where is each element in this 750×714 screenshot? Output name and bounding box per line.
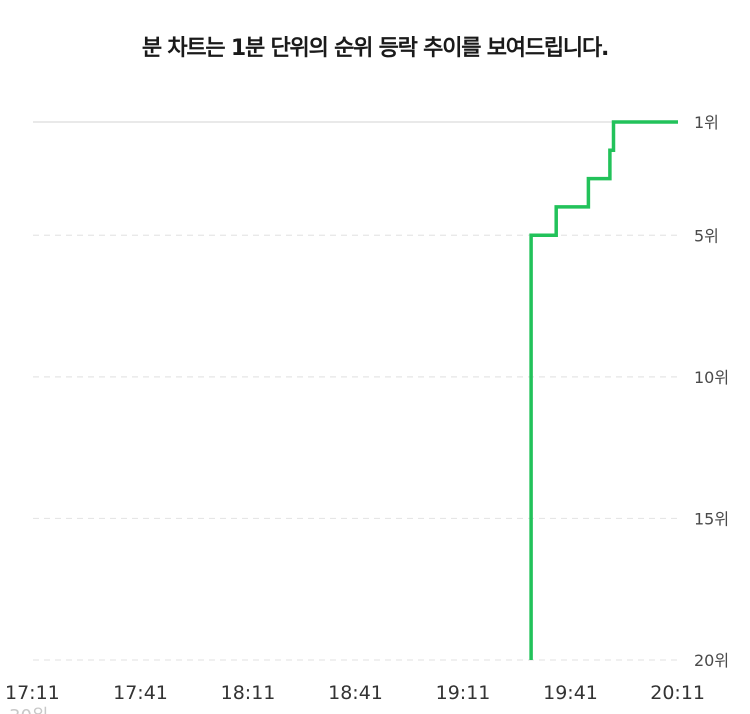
x-tick-label: 20:11 [650, 682, 705, 704]
y-tick-label: 10위 [694, 368, 729, 387]
chart-title: 분 차트는 1분 단위의 순위 등락 추이를 보여드립니다. [141, 36, 610, 61]
x-tick-label: 19:11 [436, 682, 491, 704]
x-tick-label: 19:41 [543, 682, 598, 704]
series-layer [529, 120, 678, 660]
x-tick-label: 17:11 [5, 682, 60, 704]
y-tick-label: 20위 [694, 651, 729, 670]
x-tick-label: 17:41 [113, 682, 168, 704]
y-tick-label: 15위 [694, 509, 729, 528]
y-tick-label: 1위 [694, 113, 719, 132]
x-axis-ticks: 17:11 17:41 18:11 18:41 19:11 19:41 20:11 [5, 682, 705, 704]
y-axis-ticks: 1위 5위 10위 15위 20위 [694, 113, 729, 670]
rank-series-line [529, 120, 678, 660]
y-tick-label: 5위 [694, 226, 719, 245]
x-tick-label: 18:11 [221, 682, 276, 704]
grid-layer [33, 121, 678, 661]
partial-rank-label: 30위 [9, 706, 48, 714]
x-tick-label: 18:41 [328, 682, 383, 704]
